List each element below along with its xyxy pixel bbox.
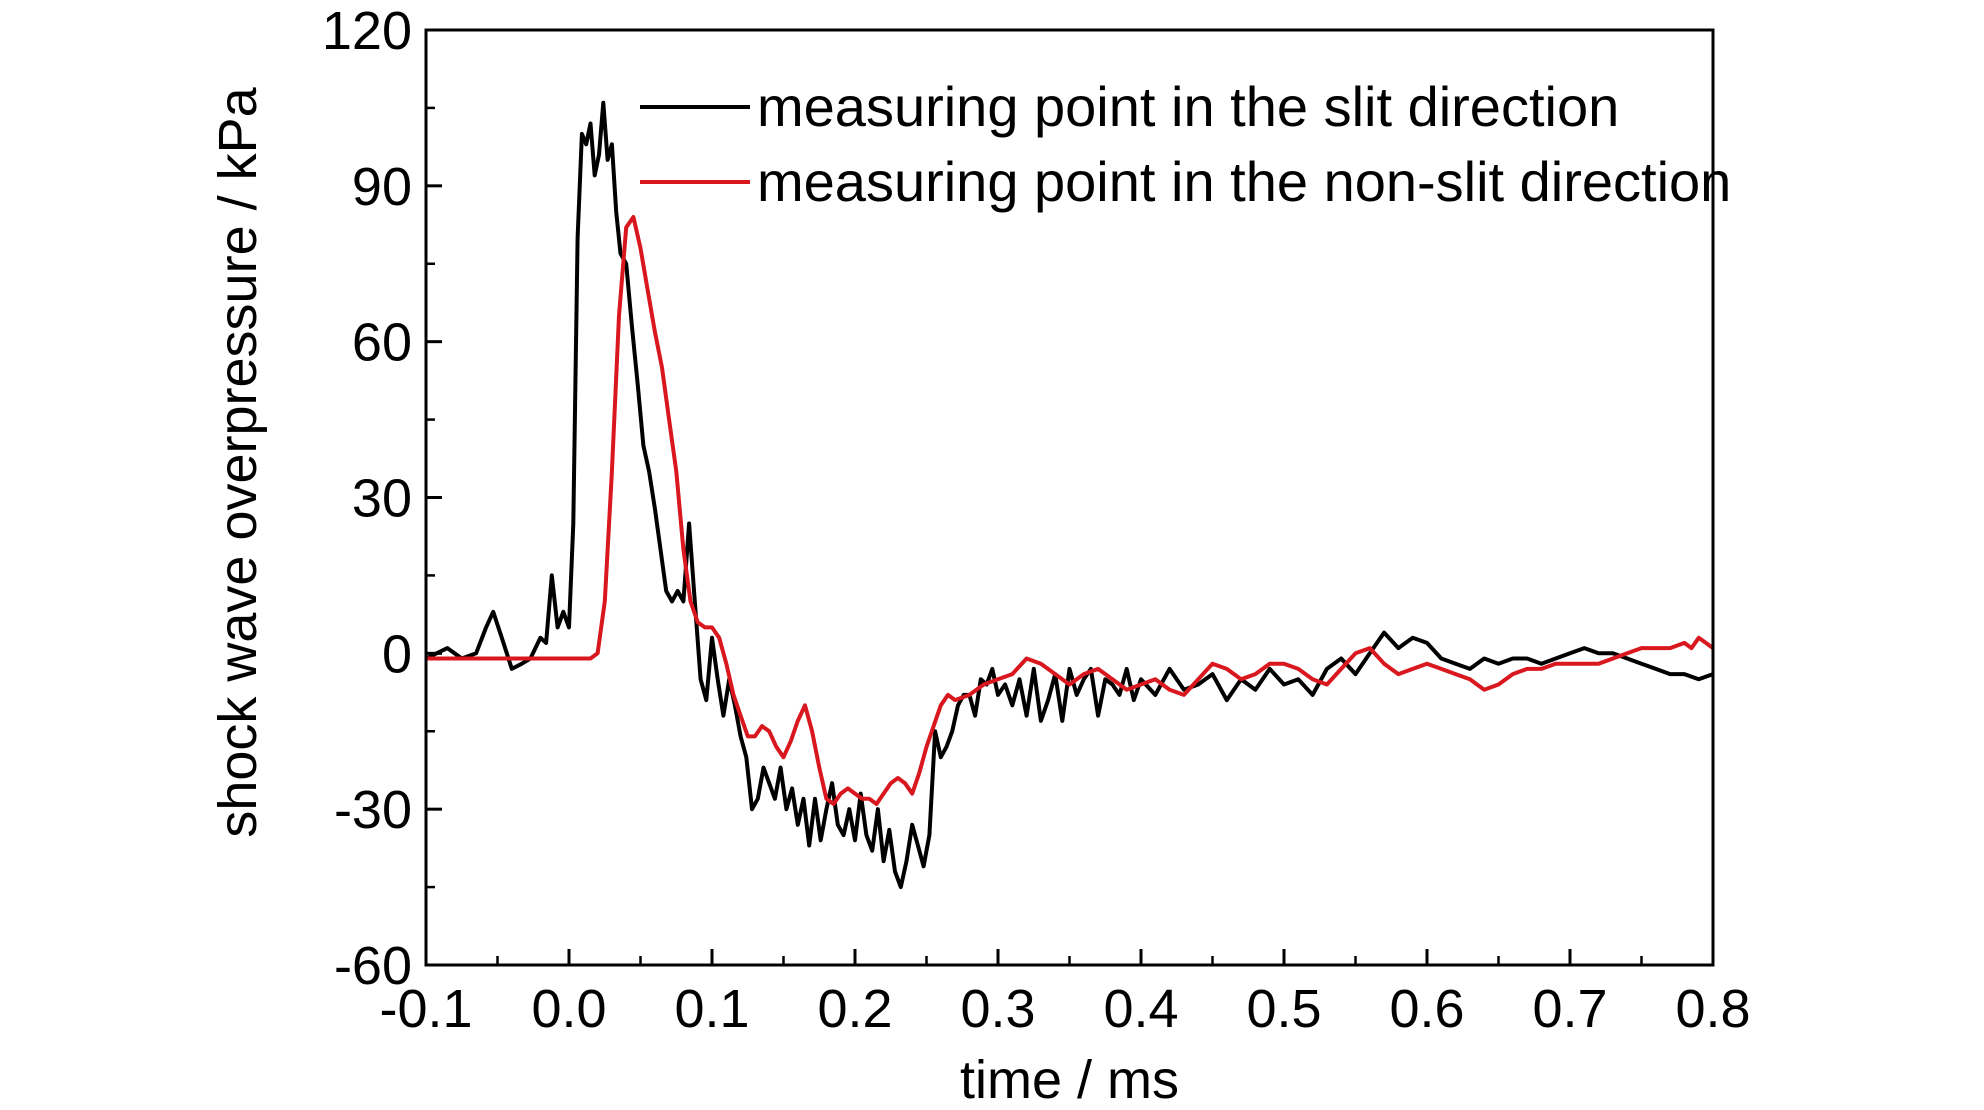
x-tick-label: 0.1 [674,979,749,1039]
axis-ticks [424,28,1715,967]
legend-label-2: measuring point in the non-slit directio… [757,150,1731,213]
y-axis-title: shock wave overpressure / kPa [208,86,268,837]
y-tick-label: -60 [334,936,412,996]
x-tick-label: 0.8 [1675,979,1750,1039]
x-tick-label: 0.2 [817,979,892,1039]
x-tick-label: 0.4 [1103,979,1178,1039]
x-axis-title: time / ms [960,1050,1179,1110]
y-tick-label: 120 [322,1,412,61]
axis-tick-labels: -0.1 0.0 0.1 0.2 0.3 0.4 0.5 0.6 0.7 0.8 -60 -30 0 30… [322,1,1751,1039]
legend: measuring point in the slit direction mea… [640,75,1731,213]
series-line-2 [426,215,1715,806]
x-tick-label: 0.6 [1389,979,1464,1039]
x-tick-label: -0.1 [379,979,472,1039]
y-tick-label: 90 [352,157,412,217]
x-tick-label: 0.3 [960,979,1035,1039]
y-tick-label: 0 [382,624,412,684]
x-tick-label: 0.5 [1246,979,1321,1039]
y-tick-label: 60 [352,313,412,373]
x-tick-label: 0.0 [531,979,606,1039]
x-tick-label: 0.7 [1532,979,1607,1039]
y-tick-label: -30 [334,780,412,840]
y-tick-label: 30 [352,469,412,529]
series-line-1 [425,100,1714,890]
plot-lines [425,100,1715,890]
legend-label-1: measuring point in the slit direction [757,75,1619,138]
